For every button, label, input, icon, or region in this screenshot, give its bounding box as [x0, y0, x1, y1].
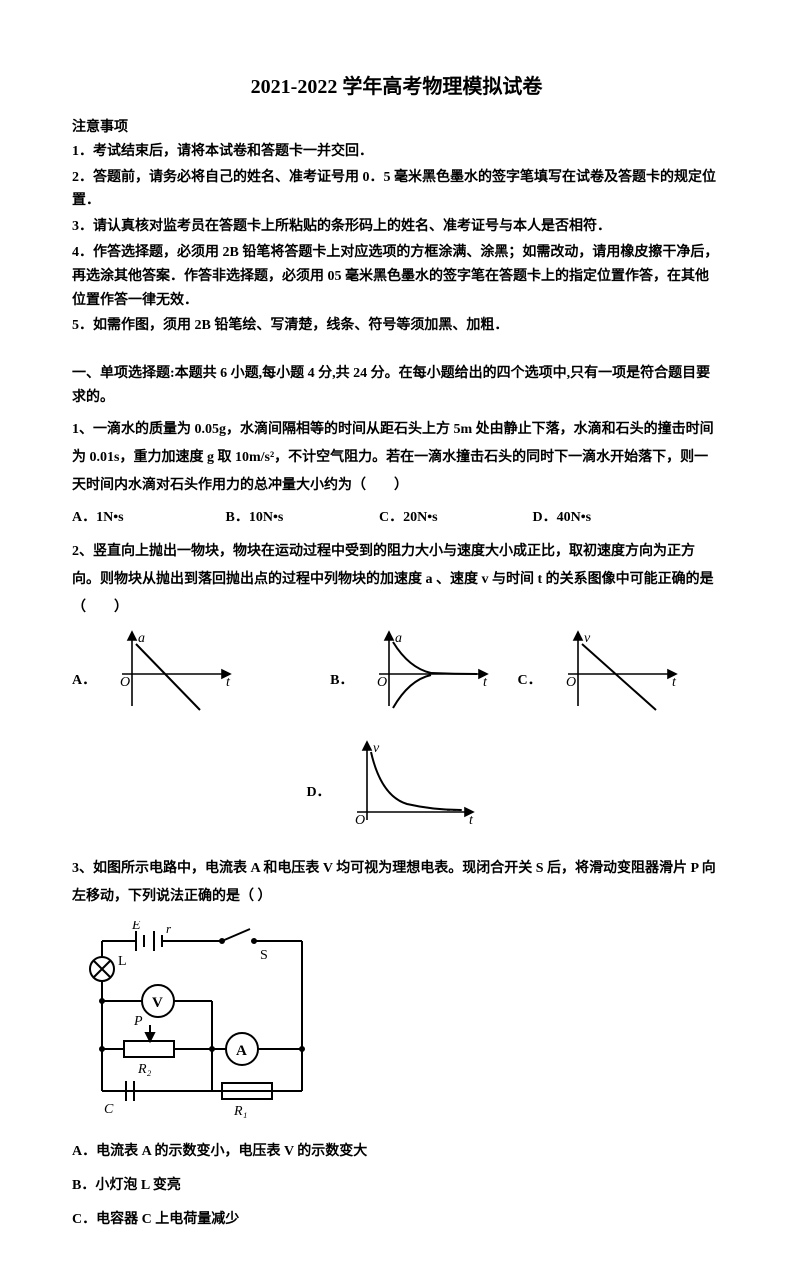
- q2-fig-c: v O t: [548, 628, 688, 734]
- notice-line: 5．如需作图，须用 2B 铅笔绘、写清楚，线条、符号等须加黑、加粗．: [72, 314, 721, 338]
- lbl-A: A: [236, 1043, 247, 1059]
- notice-line: 3．请认真核对监考员在答题卡上所粘贴的条形码上的姓名、准考证号与本人是否相符．: [72, 215, 721, 239]
- q3-opt-c: C．电容器 C 上电荷量减少: [72, 1206, 721, 1234]
- q2-fig-d: v O t: [337, 738, 487, 849]
- lbl-R2: R₂: [137, 1062, 152, 1077]
- q2-label-b: B．: [330, 667, 353, 695]
- page: 2021-2022 学年高考物理模拟试卷 注意事项 1．考试结束后，请将本试卷和…: [0, 0, 793, 1274]
- lbl-C: C: [104, 1102, 114, 1117]
- question-2: 2、竖直向上抛出一物块，物块在运动过程中受到的阻力大小与速度大小成正比，取初速度…: [72, 538, 721, 849]
- notice-header: 注意事项: [72, 116, 721, 140]
- question-1: 1、一滴水的质量为 0.05g，水滴间隔相等的时间从距石头上方 5m 处由静止下…: [72, 416, 721, 532]
- q2-fig-b: a O t: [359, 628, 499, 734]
- q3-options: A．电流表 A 的示数变小，电压表 V 的示数变大 B．小灯泡 L 变亮 C．电…: [72, 1138, 721, 1234]
- lbl-R1: R₁: [233, 1104, 247, 1119]
- section1-heading: 一、单项选择题:本题共 6 小题,每小题 4 分,共 24 分。在每小题给出的四…: [72, 362, 721, 410]
- q3-circuit: E r S L V A P R₂ R₁ C: [72, 921, 721, 1132]
- q1-opt-b: B．10N•s: [226, 504, 376, 532]
- notice-line: 4．作答选择题，必须用 2B 铅笔将答题卡上对应选项的方框涂满、涂黑；如需改动，…: [72, 241, 721, 312]
- q2-label-d: D．: [306, 779, 330, 807]
- svg-text:t: t: [469, 813, 474, 828]
- notice-block: 注意事项 1．考试结束后，请将本试卷和答题卡一并交回． 2．答题前，请务必将自己…: [72, 116, 721, 338]
- lbl-V: V: [152, 995, 163, 1011]
- lbl-P: P: [133, 1014, 143, 1029]
- lbl-r: r: [166, 921, 172, 936]
- svg-text:a: a: [395, 631, 402, 646]
- svg-text:v: v: [373, 741, 380, 756]
- q2-fig-a: a O t: [102, 628, 242, 734]
- notice-line: 2．答题前，请务必将自己的姓名、准考证号用 0．5 毫米黑色墨水的签字笔填写在试…: [72, 166, 721, 214]
- q2-fig-row-2: D． v O t: [72, 738, 721, 849]
- q1-options: A．1N•s B．10N•s C．20N•s D．40N•s: [72, 504, 721, 532]
- svg-text:t: t: [483, 675, 488, 690]
- q2-text: 2、竖直向上抛出一物块，物块在运动过程中受到的阻力大小与速度大小成正比，取初速度…: [72, 544, 714, 615]
- q2-fig-row-1: A． a O t: [72, 628, 721, 734]
- exam-title: 2021-2022 学年高考物理模拟试卷: [72, 70, 721, 104]
- svg-text:t: t: [672, 675, 677, 690]
- q1-text: 1、一滴水的质量为 0.05g，水滴间隔相等的时间从距石头上方 5m 处由静止下…: [72, 422, 714, 493]
- axis-a-label: a: [138, 631, 145, 646]
- svg-text:O: O: [377, 675, 387, 690]
- q2-label-a: A．: [72, 667, 96, 695]
- svg-text:O: O: [355, 813, 365, 828]
- q1-opt-d: D．40N•s: [533, 504, 683, 532]
- svg-text:v: v: [584, 631, 591, 646]
- svg-text:O: O: [566, 675, 576, 690]
- q3-text: 3、如图所示电路中，电流表 A 和电压表 V 均可视为理想电表。现闭合开关 S …: [72, 861, 716, 904]
- question-3: 3、如图所示电路中，电流表 A 和电压表 V 均可视为理想电表。现闭合开关 S …: [72, 855, 721, 1234]
- lbl-L: L: [118, 954, 127, 969]
- notice-line: 1．考试结束后，请将本试卷和答题卡一并交回．: [72, 140, 721, 164]
- lbl-S: S: [260, 948, 268, 963]
- q1-opt-c: C．20N•s: [379, 504, 529, 532]
- axis-t-label: t: [226, 675, 231, 690]
- q3-opt-b: B．小灯泡 L 变亮: [72, 1172, 721, 1200]
- svg-text:O: O: [120, 675, 130, 690]
- q2-label-c: C．: [517, 667, 541, 695]
- q3-opt-a: A．电流表 A 的示数变小，电压表 V 的示数变大: [72, 1138, 721, 1166]
- q1-opt-a: A．1N•s: [72, 504, 222, 532]
- lbl-E: E: [131, 921, 141, 933]
